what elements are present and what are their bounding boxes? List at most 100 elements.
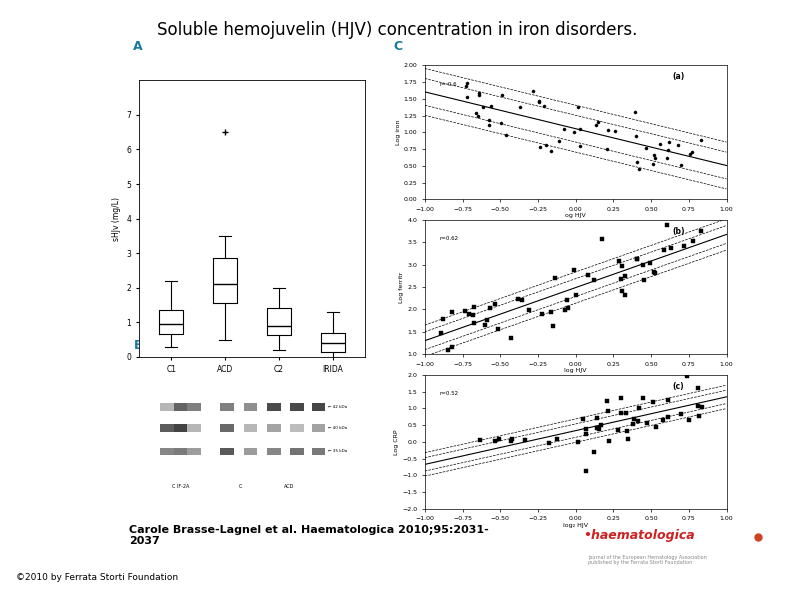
Text: (b): (b) xyxy=(673,227,684,236)
Point xyxy=(569,291,582,300)
Bar xyxy=(291,403,304,411)
X-axis label: og HJV: og HJV xyxy=(565,214,586,218)
Bar xyxy=(291,424,304,433)
Point xyxy=(468,302,480,311)
Point xyxy=(499,130,512,140)
Point xyxy=(539,140,552,150)
Text: B: B xyxy=(133,339,143,352)
Point xyxy=(636,261,649,270)
Text: ← 42 kDa: ← 42 kDa xyxy=(329,405,348,409)
Point xyxy=(589,120,602,130)
Point xyxy=(514,102,526,111)
Point xyxy=(437,314,449,324)
Point xyxy=(612,425,625,434)
Point xyxy=(561,295,573,305)
Point xyxy=(681,371,694,381)
Y-axis label: Log CRP: Log CRP xyxy=(395,429,399,455)
Point xyxy=(609,126,622,136)
Point xyxy=(661,153,673,162)
Bar xyxy=(267,403,280,411)
Point xyxy=(576,414,589,424)
Point xyxy=(638,275,650,284)
Point xyxy=(643,258,656,268)
Point xyxy=(630,254,643,264)
Point xyxy=(557,124,570,133)
Point xyxy=(620,409,633,418)
Point xyxy=(483,121,495,130)
Point xyxy=(534,142,546,152)
Point xyxy=(665,243,677,252)
Point xyxy=(648,268,661,277)
Point xyxy=(588,447,600,456)
Text: C: C xyxy=(393,40,402,54)
Point xyxy=(495,118,507,128)
Point xyxy=(445,307,458,317)
Text: C IF-2A: C IF-2A xyxy=(172,484,189,488)
Point xyxy=(473,435,486,444)
Point xyxy=(590,424,603,433)
Point xyxy=(649,422,662,432)
Point xyxy=(675,160,688,170)
Point xyxy=(536,309,549,319)
Point xyxy=(533,96,545,106)
Point xyxy=(472,111,484,120)
Point xyxy=(593,424,606,433)
Point xyxy=(469,108,482,117)
Point xyxy=(519,435,532,444)
Bar xyxy=(174,448,187,455)
Point xyxy=(694,367,707,377)
Text: ← 40 kDa: ← 40 kDa xyxy=(329,426,348,430)
Point xyxy=(615,287,628,296)
Point xyxy=(592,118,604,127)
Point xyxy=(675,409,688,419)
Bar xyxy=(244,424,257,433)
Point xyxy=(621,426,634,436)
Point xyxy=(627,414,640,423)
Bar xyxy=(174,403,187,411)
Point xyxy=(473,88,486,98)
Point xyxy=(542,438,555,447)
Point xyxy=(653,139,666,149)
Bar xyxy=(221,403,234,411)
Text: (c): (c) xyxy=(673,381,684,390)
Point xyxy=(461,92,474,102)
Point xyxy=(639,143,652,153)
Point xyxy=(505,434,518,443)
Point xyxy=(647,159,660,168)
Point xyxy=(483,115,495,124)
Bar xyxy=(160,403,174,411)
Point xyxy=(661,413,674,422)
Point xyxy=(558,305,571,315)
Text: •haematologica: •haematologica xyxy=(584,529,696,542)
Point xyxy=(663,137,676,146)
Bar xyxy=(187,448,201,455)
Point xyxy=(595,421,607,430)
Point xyxy=(686,237,699,246)
Point xyxy=(588,275,600,284)
Point xyxy=(459,306,472,315)
Point xyxy=(526,87,539,96)
Point xyxy=(550,434,563,443)
Point xyxy=(549,273,562,283)
Point xyxy=(445,342,458,352)
Point xyxy=(488,299,501,309)
Point xyxy=(468,318,480,328)
Point xyxy=(568,127,580,137)
Bar xyxy=(267,448,280,455)
Point xyxy=(684,149,696,158)
Point xyxy=(496,90,509,100)
Point xyxy=(672,140,684,150)
Point xyxy=(692,383,704,392)
Point xyxy=(649,154,661,163)
Bar xyxy=(174,424,187,433)
Point xyxy=(685,147,698,156)
Point xyxy=(601,396,614,406)
Point xyxy=(615,408,627,418)
Point xyxy=(545,308,557,317)
Point xyxy=(492,435,505,444)
Point xyxy=(504,436,517,446)
Point xyxy=(662,395,675,405)
Point xyxy=(632,416,645,426)
Point xyxy=(628,107,641,117)
Point xyxy=(484,303,496,313)
